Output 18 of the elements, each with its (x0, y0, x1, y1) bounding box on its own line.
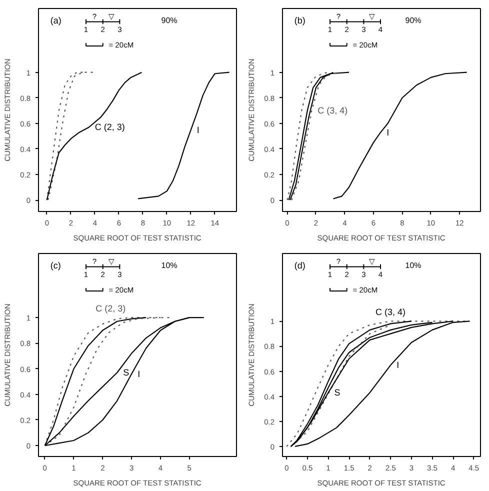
series-label: C (2, 3) (96, 304, 126, 314)
annotation: 10% (405, 261, 422, 270)
annotation: (b) (294, 16, 306, 26)
series-label: C (2, 3) (94, 122, 125, 132)
series-label: S (334, 388, 340, 398)
annotation: 10% (161, 261, 178, 270)
series-label: I (386, 127, 390, 138)
annotation: (a) (50, 16, 62, 26)
series-label: C (3, 4) (375, 307, 406, 318)
series-label: I (138, 368, 140, 379)
series-label: I (396, 360, 400, 370)
series-label: C (3, 4) (318, 106, 348, 116)
annotation: (c) (50, 260, 61, 271)
annotation: 90% (405, 16, 422, 26)
series-label: S (123, 368, 130, 378)
annotation: 90% (161, 16, 178, 26)
annotation: (d) (294, 260, 306, 271)
series-label: I (196, 124, 200, 135)
